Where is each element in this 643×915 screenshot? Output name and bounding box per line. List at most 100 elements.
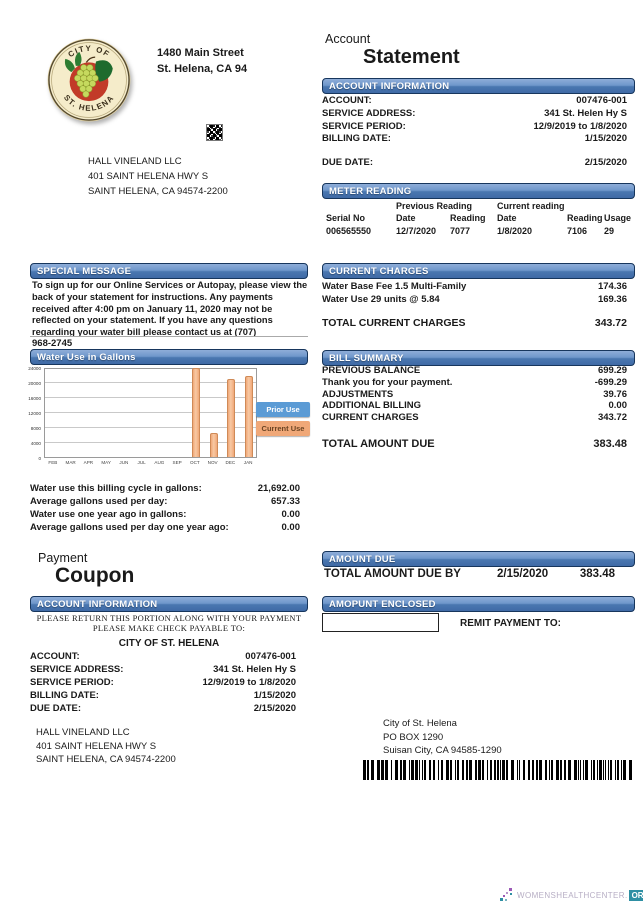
service-address-value: 341 St. Helen Hy S (544, 107, 627, 119)
amount-enclosed-header: AMOPUNT ENCLOSED (322, 596, 635, 612)
service-address-label: SERVICE ADDRESS: (322, 107, 416, 119)
barcode (363, 760, 637, 780)
meter-reading-table: Previous Reading Current reading Serial … (322, 201, 635, 241)
current-charges-header: CURRENT CHARGES (322, 263, 635, 279)
service-period-value: 12/9/2019 to 1/8/2020 (533, 120, 628, 132)
coupon-recipient-line2: 401 SAINT HELENA HWY S (36, 740, 157, 752)
meter-group-current: Current reading (497, 201, 565, 211)
remit-payment-label: REMIT PAYMENT TO: (460, 618, 561, 629)
recipient-line3: SAINT HELENA, CA 94574-2200 (88, 186, 228, 197)
x-tick-label: MAR (65, 460, 76, 465)
x-tick-label: OCT (190, 460, 200, 465)
recipient-address: HALL VINELAND LLC 401 SAINT HELENA HWY S… (88, 154, 228, 199)
y-tick-label: 4000 (30, 441, 41, 446)
summary-label: ADDITIONAL BILLING (322, 400, 422, 412)
coupon-notice-line2: PLEASE MAKE CHECK PAYABLE TO: (92, 623, 246, 633)
special-message-body: To sign up for our Online Services or Au… (32, 280, 308, 338)
billing-date-value: 1/15/2020 (584, 133, 627, 145)
usage-bar (245, 375, 254, 457)
charge-row: Water Use 29 units @ 5.84 169.36 (322, 294, 635, 307)
y-tick-label: 8000 (30, 426, 41, 431)
x-tick-label: JUL (137, 460, 146, 465)
stat-row: Average gallons used per day one year ag… (30, 522, 302, 535)
amount-due-header: AMOUNT DUE (322, 551, 635, 567)
x-tick-label: JAN (243, 460, 253, 465)
stat-label: Average gallons used per day: (30, 496, 168, 507)
special-message-header: SPECIAL MESSAGE (30, 263, 308, 279)
doc-type-statement: Statement (363, 46, 460, 68)
due-date-row: DUE DATE: 2/15/2020 (322, 157, 635, 168)
account-row: ACCOUNT: 007476-001 (322, 95, 635, 108)
legend-current-use: Current Use (256, 421, 310, 436)
coupon-recipient-line3: SAINT HELENA, CA 94574-2200 (36, 754, 176, 765)
qr-code (206, 124, 223, 141)
total-current-charges-label: TOTAL CURRENT CHARGES (322, 317, 466, 329)
meter-col-prev-date: Date (396, 213, 416, 223)
chart-y-axis: 0 4000 8000 12000 16000 20000 24000 (28, 366, 42, 461)
amount-enclosed-input[interactable] (322, 613, 439, 632)
legend-prior-use: Prior Use (256, 402, 310, 417)
charge-row: Water Base Fee 1.5 Multi-Family 174.36 (322, 281, 635, 294)
bill-summary-header: BILL SUMMARY (322, 350, 635, 366)
usage-bar (209, 433, 218, 457)
meter-col-curr-reading: Reading (567, 213, 603, 223)
summary-row: ADDITIONAL BILLING 0.00 (322, 400, 635, 412)
stat-value: 657.33 (270, 496, 300, 507)
coupon-billing-date-row: BILLING DATE: 1/15/2020 (30, 690, 302, 703)
summary-value: 699.29 (597, 365, 627, 376)
summary-row: CURRENT CHARGES 343.72 (322, 412, 635, 424)
meter-curr-date-value: 1/8/2020 (497, 226, 533, 236)
amount-due-label: TOTAL AMOUNT DUE BY (324, 568, 461, 580)
meter-group-previous: Previous Reading (396, 201, 473, 211)
chart-plot (44, 368, 257, 458)
watermark-text: WOMENSHEALTHCENTER. (517, 890, 628, 900)
x-tick-label: APR (83, 460, 94, 465)
watermark-dots-icon (500, 887, 515, 903)
summary-value: 343.72 (597, 412, 627, 424)
coupon-service-address-value: 341 St. Helen Hy S (213, 664, 296, 675)
watermark: WOMENSHEALTHCENTER. ORG (500, 886, 643, 904)
x-tick-label: FEB (48, 460, 58, 465)
coupon-heading-payment: Payment (38, 551, 88, 565)
coupon-account-label: ACCOUNT: (30, 651, 80, 662)
current-charges-rows: Water Base Fee 1.5 Multi-Family 174.36 Wa… (322, 281, 635, 307)
charge-value: 174.36 (597, 281, 627, 292)
coupon-service-address-label: SERVICE ADDRESS: (30, 664, 124, 675)
summary-label: CURRENT CHARGES (322, 412, 419, 424)
remit-line2: PO BOX 1290 (383, 731, 444, 743)
stat-row: Water use this billing cycle in gallons:… (30, 483, 302, 496)
usage-bar (191, 368, 200, 457)
amount-due-amount: 383.48 (579, 568, 615, 580)
x-tick-label: NOV (207, 460, 218, 465)
meter-serial-value: 006565550 (326, 226, 372, 236)
recipient-line1: HALL VINELAND LLC (88, 156, 182, 167)
water-use-stats: Water use this billing cycle in gallons:… (30, 483, 302, 535)
coupon-recipient-line1: HALL VINELAND LLC (36, 727, 130, 738)
office-address-line1: 1480 Main Street (157, 47, 244, 59)
meter-prev-reading-value: 7077 (450, 226, 471, 236)
coupon-rows: ACCOUNT: 007476-001 SERVICE ADDRESS: 341 S… (30, 651, 302, 716)
stat-label: Average gallons used per day one year ag… (30, 522, 229, 533)
y-tick-label: 24000 (28, 366, 41, 371)
amount-due-row: TOTAL AMOUNT DUE BY 2/15/2020 383.48 (322, 568, 635, 584)
x-tick-label: SEP (172, 460, 182, 465)
summary-label: ADJUSTMENTS (322, 388, 394, 400)
summary-value: 0.00 (608, 400, 628, 412)
charge-label: Water Use 29 units @ 5.84 (322, 294, 440, 305)
coupon-notice-line1: PLEASE RETURN THIS PORTION ALONG WITH YO… (36, 613, 302, 623)
summary-label: Thank you for your payment. (322, 376, 453, 388)
summary-label: PREVIOUS BALANCE (322, 365, 421, 376)
coupon-service-period-row: SERVICE PERIOD: 12/9/2019 to 1/8/2020 (30, 677, 302, 690)
meter-col-usage: Usage (604, 213, 632, 223)
coupon-due-date-row: DUE DATE: 2/15/2020 (30, 703, 302, 716)
charge-value: 169.36 (597, 294, 627, 305)
coupon-billing-date-value: 1/15/2020 (253, 690, 296, 701)
usage-bar (227, 379, 236, 457)
chart-x-axis: FEB MAR APR MAY JUN JUL AUG SEP OCT NOV DEC JAN (44, 460, 257, 468)
meter-col-prev-reading: Reading (450, 213, 486, 223)
summary-row: Thank you for your payment. -699.29 (322, 377, 635, 389)
water-use-chart: 0 4000 8000 12000 16000 20000 24000 FEB MAR APR M… (28, 366, 310, 476)
coupon-service-period-label: SERVICE PERIOD: (30, 677, 114, 688)
coupon-account-row: ACCOUNT: 007476-001 (30, 651, 302, 664)
